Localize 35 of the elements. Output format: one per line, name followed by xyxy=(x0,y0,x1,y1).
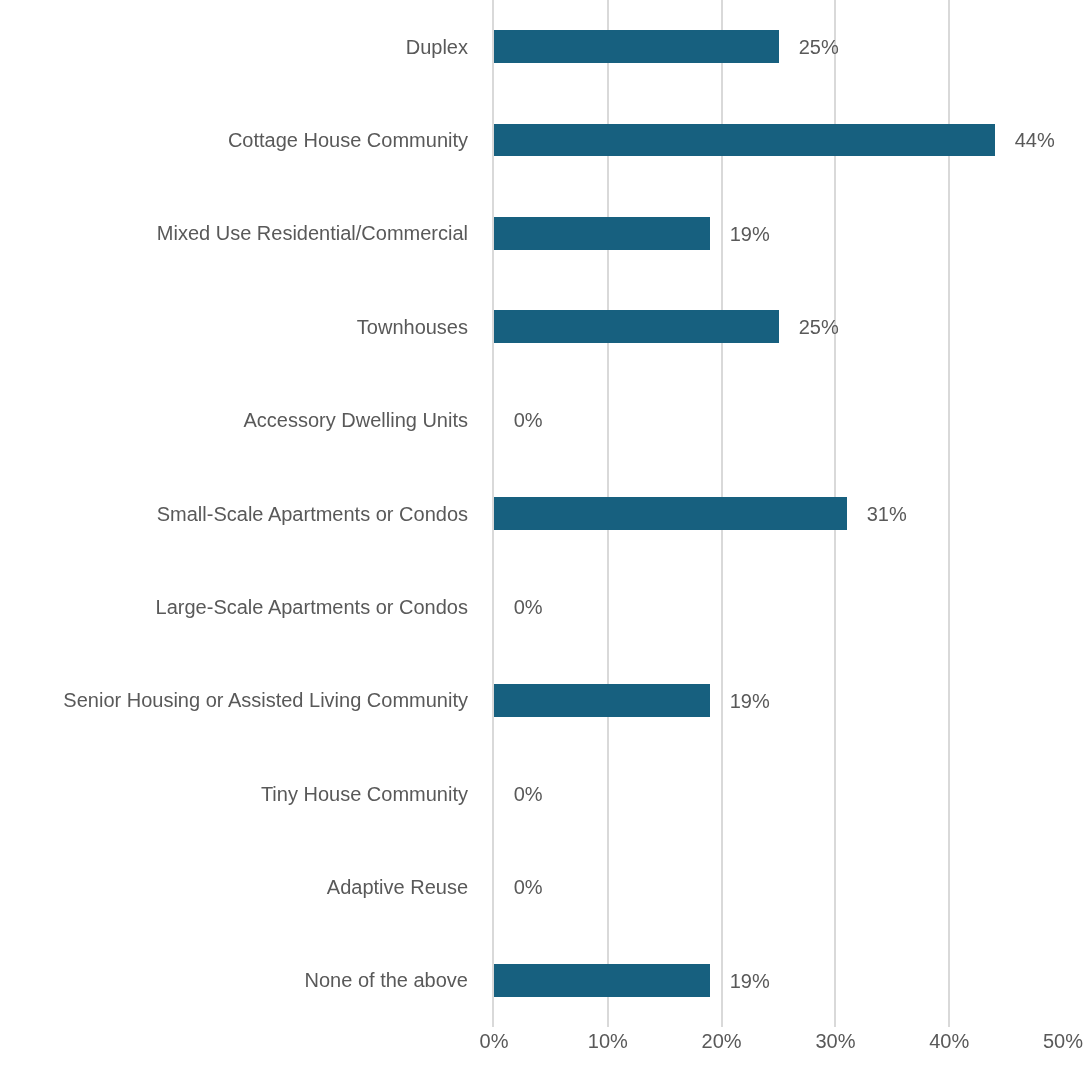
data-label: 19% xyxy=(713,222,770,245)
y-tick-label: None of the above xyxy=(304,969,468,992)
bar xyxy=(494,684,710,717)
y-tick-label: Duplex xyxy=(405,35,468,58)
x-tick-label: 40% xyxy=(929,1030,970,1052)
y-tick-label: Tiny House Community xyxy=(260,782,468,805)
x-tick-label: 20% xyxy=(701,1030,742,1052)
data-label: 19% xyxy=(713,969,770,992)
y-tick-label: Accessory Dwelling Units xyxy=(243,409,468,432)
bar xyxy=(494,124,995,156)
data-label: 25% xyxy=(782,315,839,338)
y-tick-label: Small-Scale Apartments or Condos xyxy=(156,502,468,525)
data-label: 0% xyxy=(497,596,543,618)
data-label: 31% xyxy=(850,502,907,525)
bar xyxy=(494,30,779,63)
bar xyxy=(494,310,779,343)
data-label: 0% xyxy=(497,876,543,898)
data-label: 25% xyxy=(782,35,839,58)
y-tick-label: Large-Scale Apartments or Condos xyxy=(155,595,468,618)
bar xyxy=(494,964,710,997)
x-tick-label: 0% xyxy=(479,1030,509,1052)
y-tick-label: Townhouses xyxy=(356,315,468,338)
y-tick-label: Senior Housing or Assisted Living Community xyxy=(63,689,468,712)
bar xyxy=(494,497,847,530)
x-tick-label: 50% xyxy=(1042,1030,1084,1052)
data-label: 19% xyxy=(713,689,770,712)
bar xyxy=(494,217,710,250)
y-tick-label: Mixed Use Residential/Commercial xyxy=(156,222,468,245)
x-tick-label: 10% xyxy=(587,1030,629,1052)
data-label: 44% xyxy=(998,129,1055,151)
data-label: 0% xyxy=(497,782,543,805)
x-tick-label: 30% xyxy=(815,1030,856,1052)
data-label: 0% xyxy=(497,409,543,431)
y-tick-label: Cottage House Community xyxy=(227,129,468,152)
y-tick-label: Adaptive Reuse xyxy=(326,875,468,898)
